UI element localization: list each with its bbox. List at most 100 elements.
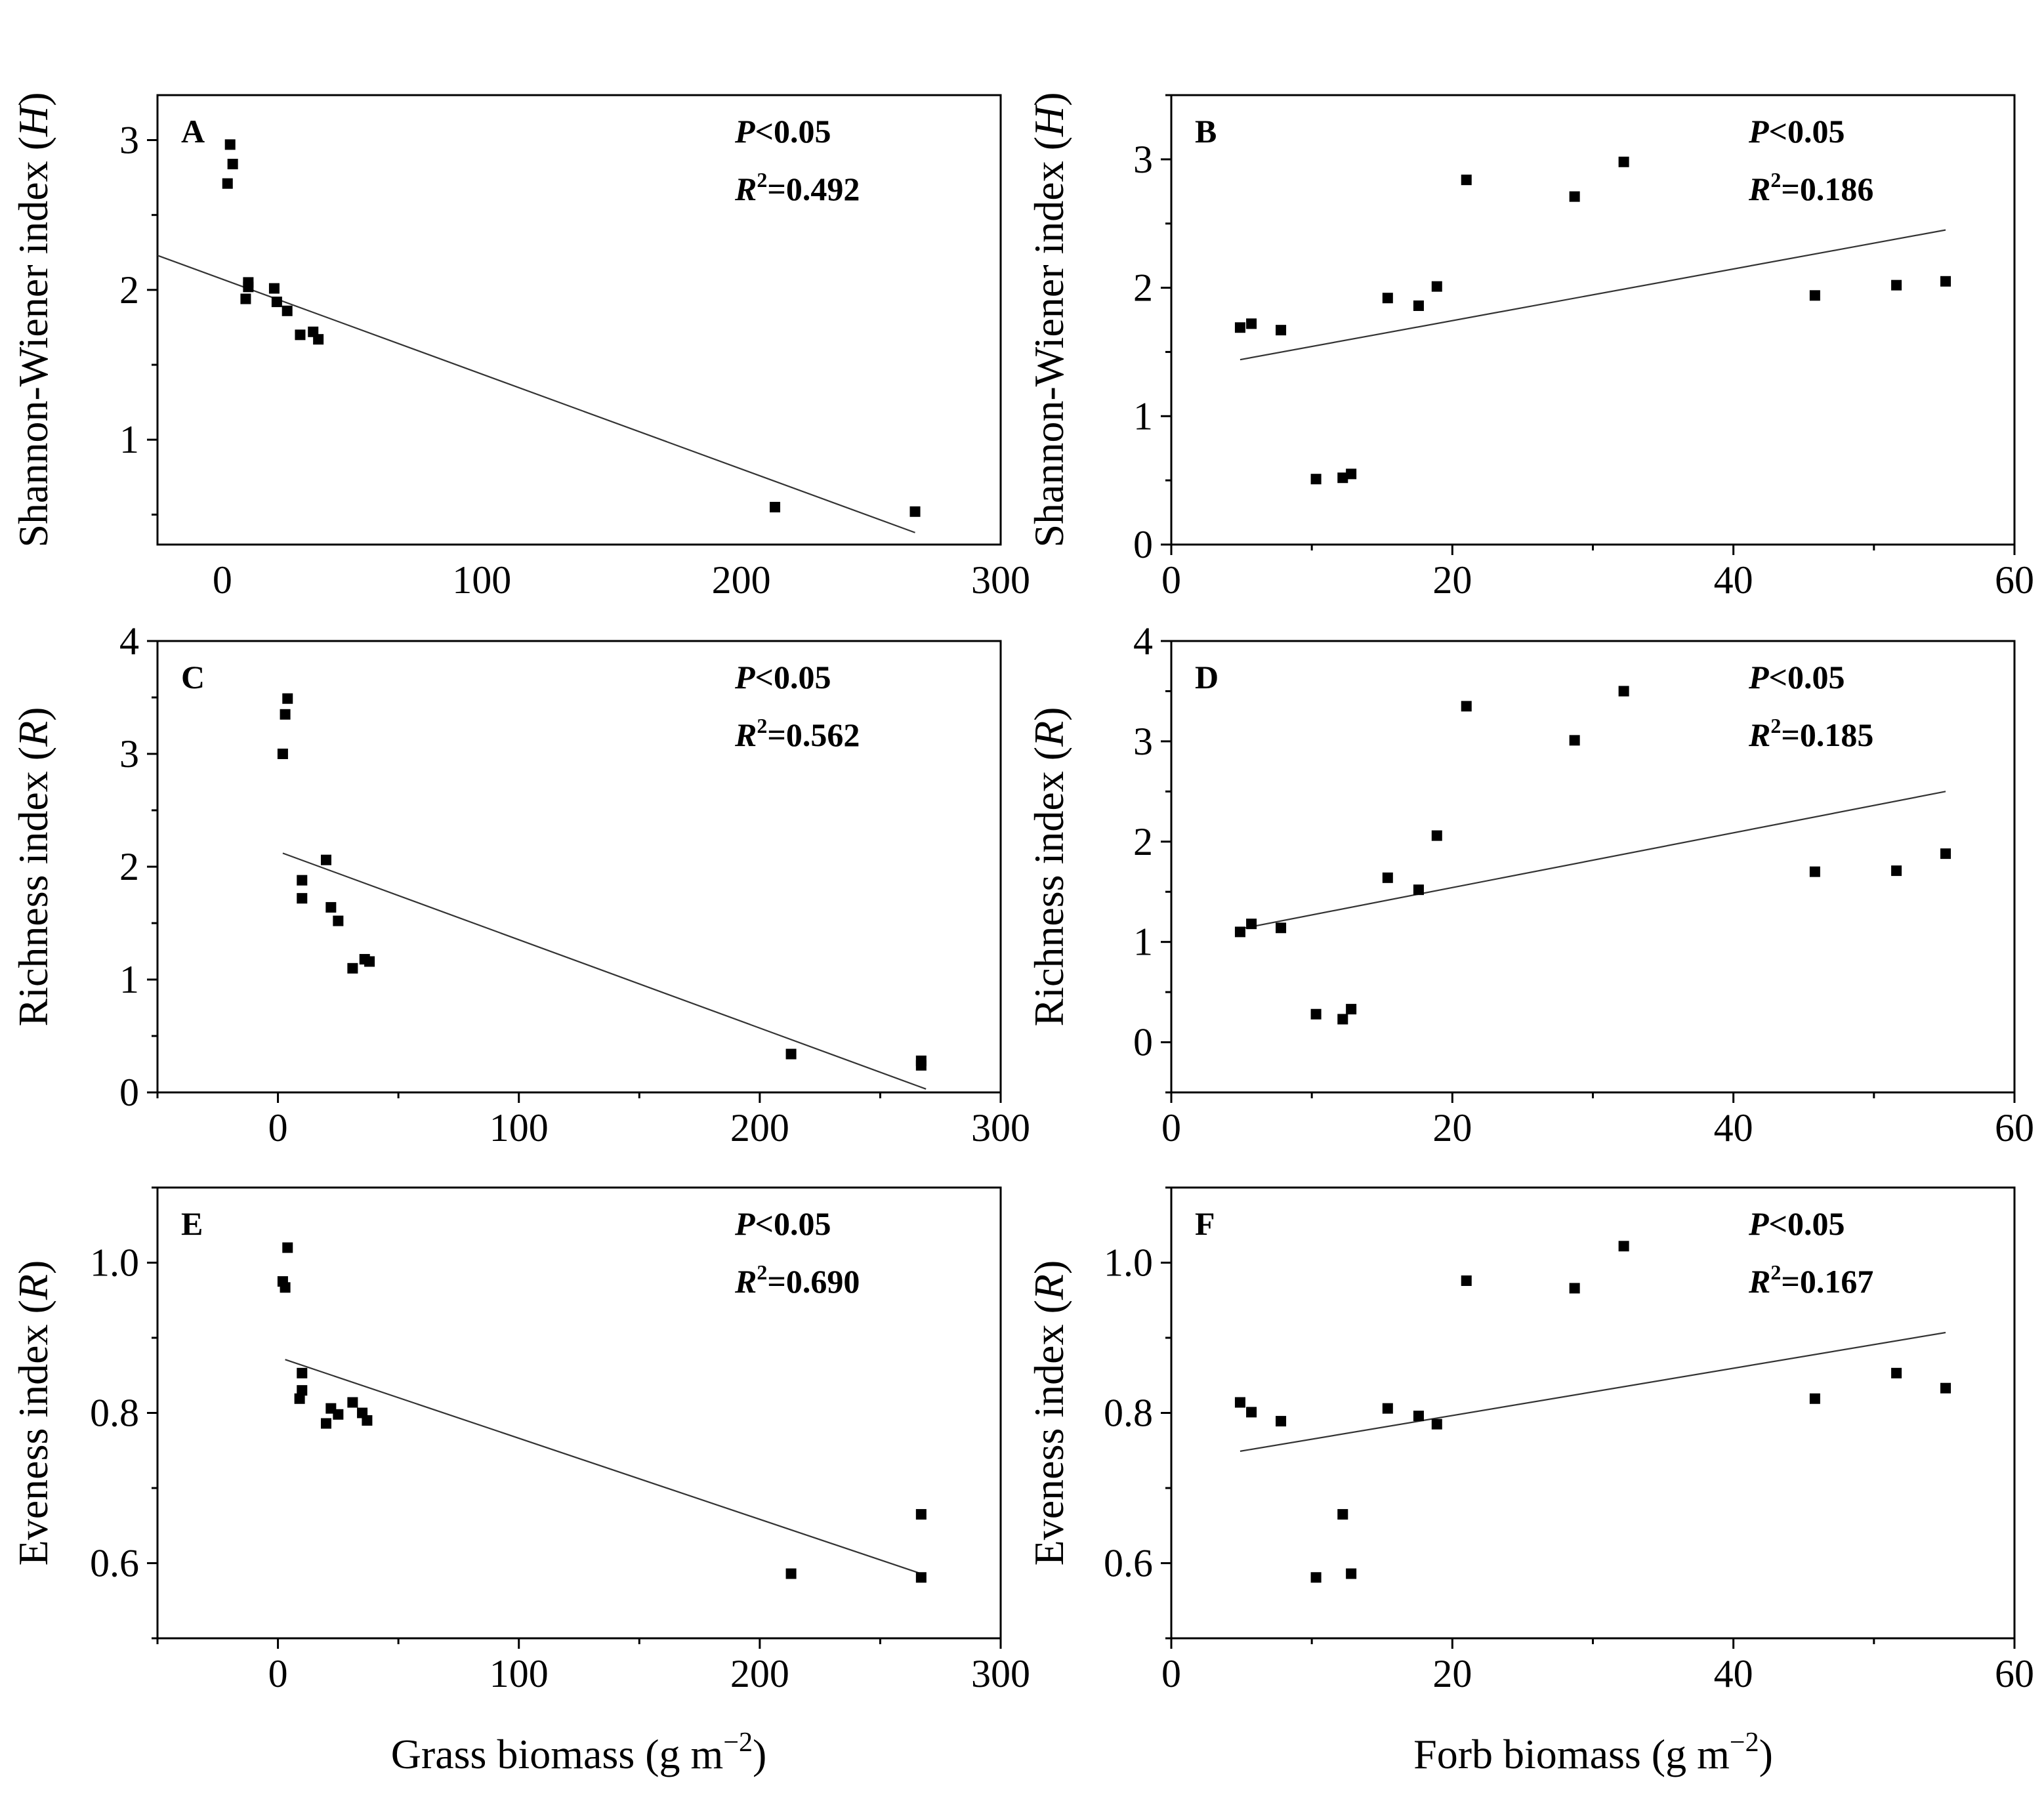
y-tick-label: 2 [119,845,139,888]
fit-line [1240,1331,1946,1452]
data-point [297,875,308,886]
y-tick-label: 1.0 [90,1241,139,1285]
x-tick-label: 40 [1714,558,1753,602]
data-point [277,749,288,759]
r-squared-label: R2=0.562 [734,714,860,753]
r-squared-label: R2=0.167 [1748,1260,1873,1300]
data-point [1940,1382,1951,1394]
x-axis-title-grass: Grass biomass (g m−2) [391,1728,767,1777]
data-point [282,1242,293,1253]
x-tick-label: 100 [490,1106,549,1149]
data-point [1809,866,1820,877]
y-tick-label: 4 [119,619,139,663]
x-tick-label: 300 [971,1106,1030,1149]
y-tick-label: 0 [1133,1021,1153,1064]
data-point [1461,701,1472,712]
data-point [1346,1568,1357,1579]
data-point [224,139,236,150]
data-point [227,159,238,170]
data-point [1891,865,1902,877]
data-point [295,329,306,341]
data-point [313,334,324,345]
data-point [222,178,233,189]
x-tick-label: 40 [1714,1106,1753,1149]
y-tick-label: 0.8 [1104,1392,1153,1435]
r-squared-label: R2=0.186 [1748,168,1873,207]
plot-frame [156,94,1002,546]
x-tick-label: 200 [712,558,771,602]
data-point [1809,1393,1820,1404]
data-point [347,1397,358,1408]
p-value-label: P<0.05 [1748,113,1845,150]
data-point [297,1385,308,1396]
data-point [333,915,344,926]
y-tick-label: 2 [1133,266,1153,310]
data-point [282,693,293,704]
r-squared-label: R2=0.492 [734,168,860,207]
data-point [1337,1014,1348,1025]
data-point [1413,884,1424,896]
data-point [297,893,308,904]
data-point [280,709,291,720]
data-point [785,1568,797,1579]
x-tick-label: 300 [971,558,1030,602]
panel-label: B [1195,113,1217,150]
x-tick-label: 60 [1995,1652,2034,1695]
y-tick-label: 0.6 [1104,1542,1153,1585]
panel-c: 0 100 200 300 0 1 2 3 4 Richness index (R) C P<0.05… [10,619,1030,1149]
data-point [1413,1411,1424,1422]
y-axis-title: Shannon-Wiener index (H) [1026,92,1072,547]
y-tick-label: 0 [119,1071,139,1114]
x-tick-label: 20 [1432,1106,1472,1149]
fit-line [1240,229,1946,361]
data-point [240,293,251,304]
y-tick-label: 3 [1133,138,1153,181]
plot-frame [1170,1186,2016,1640]
data-point [1809,290,1820,301]
fit-line [1240,791,1946,930]
plot-frame [156,1186,1002,1640]
data-point [1382,293,1393,304]
panel-label: F [1195,1205,1215,1242]
y-tick-label: 1 [119,418,139,461]
panel-f: 0 20 40 60 0.6 0.8 1.0 Eveness index (R) F P<0.05… [1026,1186,2034,1695]
panel-label: A [181,113,205,150]
y-tick-label: 1 [119,958,139,1001]
data-point [1431,281,1442,292]
fit-line [282,852,927,1090]
data-point [243,281,254,293]
data-point [1940,848,1951,859]
y-tick-label: 2 [119,268,139,312]
data-point [915,1572,927,1583]
data-point [1234,1397,1245,1408]
y-tick-label: 1.0 [1104,1241,1153,1285]
x-axis-title-forb: Forb biomass (g m−2) [1413,1728,1773,1777]
p-value-label: P<0.05 [734,113,831,150]
panel-label: E [181,1205,203,1242]
data-point [785,1048,797,1060]
plot-frame [1170,640,2016,1094]
data-point [1337,1509,1348,1520]
panel-e: 0 100 200 300 0.6 0.8 1.0 Eveness index (R) E P<0… [10,1186,1030,1695]
panel-d: 0 20 40 60 0 1 2 3 4 Richness index (R) D P<0.05 R2=… [1026,619,2034,1149]
panel-a: 0 100 200 300 1 2 3 Shannon-Wiener index (H) A P<… [10,92,1030,602]
data-point [268,283,280,294]
y-axis-title: Eveness index (R) [10,1260,56,1566]
data-point [1431,830,1442,841]
y-tick-label: 0 [1133,523,1153,566]
y-tick-label: 0.8 [90,1392,139,1435]
y-axis-title: Richness index (R) [10,707,56,1027]
x-tick-label: 60 [1995,1106,2034,1149]
data-point [770,501,781,512]
data-point [325,901,337,913]
plot-frame [1170,94,2016,546]
plot-frame [156,640,1002,1094]
data-point [1382,1403,1393,1414]
x-tick-label: 0 [268,1652,288,1695]
x-tick-label: 0 [268,1106,288,1149]
data-point [333,1409,344,1420]
y-tick-label: 3 [1133,720,1153,763]
fit-line [285,1359,922,1575]
data-point [1337,472,1348,484]
